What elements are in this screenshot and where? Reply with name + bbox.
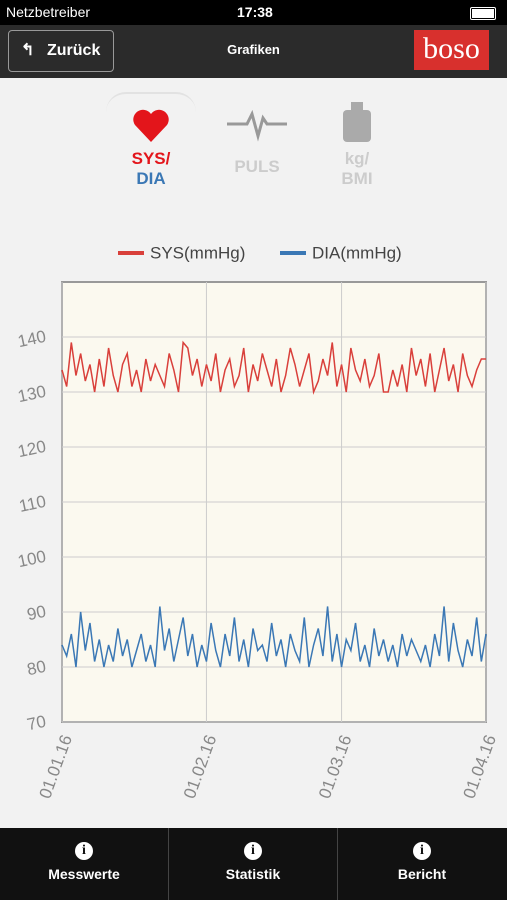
- x-tick-label: 01.02.16: [180, 732, 220, 801]
- logo: boso: [414, 30, 489, 70]
- status-bar: Netzbetreiber 17:38: [0, 0, 507, 25]
- y-tick-label: 80: [25, 657, 47, 680]
- tab-label: PULS: [234, 157, 280, 176]
- legend-label: SYS(mmHg): [150, 243, 245, 262]
- y-tick-label: 100: [16, 547, 48, 571]
- x-tick-label: 01.01.16: [35, 732, 75, 801]
- tab-item[interactable]: i Messwerte: [0, 828, 169, 900]
- battery: [470, 7, 496, 20]
- nav-title: Grafiken: [227, 42, 280, 57]
- time: 17:38: [237, 4, 273, 20]
- weight-icon: [343, 102, 371, 142]
- x-tick-label: 01.04.16: [459, 732, 499, 801]
- series-line: [61, 340, 486, 395]
- carrier: Netzbetreiber: [6, 4, 91, 20]
- y-tick-label: 70: [25, 712, 47, 735]
- y-tick-label: 120: [16, 437, 48, 461]
- y-tick-label: 130: [16, 382, 48, 406]
- tab-sys-dia[interactable]: SYS/ DIA: [106, 92, 196, 204]
- y-tick-label: 90: [25, 602, 47, 625]
- pulse-icon: [227, 109, 287, 142]
- tab-bmi[interactable]: kg/ BMI: [312, 92, 402, 202]
- heart-icon: [133, 109, 169, 142]
- legend-label: DIA(mmHg): [312, 243, 402, 262]
- tab-item-label: Statistik: [225, 866, 281, 882]
- tab-label: kg/: [344, 149, 370, 168]
- tab-item-label: Bericht: [397, 866, 447, 882]
- tab-bar: i Messwerte i Statistik i Bericht: [0, 828, 507, 900]
- series-line: [61, 606, 487, 668]
- tab-label: DIA: [136, 169, 166, 188]
- y-tick-label: 140: [16, 327, 48, 351]
- tab-label: BMI: [341, 169, 373, 188]
- back-button[interactable]: ↰ Zurück: [8, 30, 114, 72]
- tab-item[interactable]: i Bericht: [397, 842, 447, 882]
- tab-label: SYS/: [131, 149, 171, 168]
- x-tick-label: 01.03.16: [315, 732, 355, 801]
- back-label: Zurück: [47, 42, 101, 59]
- nav-bar: ↰ Zurück Grafiken boso: [0, 25, 507, 78]
- tab-puls[interactable]: PULS: [212, 92, 302, 202]
- tab-item-label: Messwerte: [48, 866, 120, 882]
- tab-item[interactable]: i Statistik: [169, 828, 338, 900]
- y-tick-label: 110: [17, 492, 47, 516]
- chart: 70 80 90 100 110 120 130 140 01.01.16 01.02.16 01.…: [16, 243, 500, 801]
